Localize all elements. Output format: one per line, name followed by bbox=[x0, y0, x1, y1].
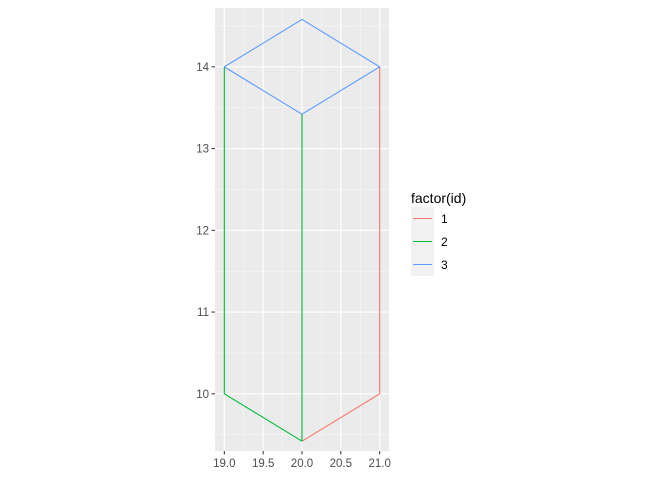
y-axis: 10 11 12 13 14 bbox=[196, 62, 215, 401]
legend-label: 1 bbox=[441, 212, 448, 226]
y-tick-label: 11 bbox=[197, 307, 209, 319]
x-tick-label: 20.0 bbox=[291, 458, 313, 470]
y-tick-label: 13 bbox=[196, 144, 209, 156]
x-tick-label: 19.0 bbox=[213, 458, 235, 470]
legend-title: factor(id) bbox=[411, 190, 466, 206]
x-tick-label: 19.5 bbox=[252, 458, 274, 470]
legend-label: 2 bbox=[441, 235, 448, 249]
x-tick-label: 21.0 bbox=[368, 458, 390, 470]
series-line-3 bbox=[224, 18, 381, 115]
x-tick-label: 20.5 bbox=[330, 458, 352, 470]
series-line-1 bbox=[301, 66, 381, 442]
y-tick-label: 12 bbox=[196, 225, 209, 237]
legend-label: 3 bbox=[441, 258, 448, 272]
legend: factor(id) 1 2 3 bbox=[411, 190, 466, 276]
y-tick-label: 14 bbox=[196, 62, 209, 74]
series-group bbox=[223, 18, 381, 442]
x-axis: 19.0 19.5 20.0 20.5 21.0 bbox=[213, 451, 391, 470]
series-line-2 bbox=[223, 66, 303, 442]
y-tick-label: 10 bbox=[196, 389, 209, 401]
